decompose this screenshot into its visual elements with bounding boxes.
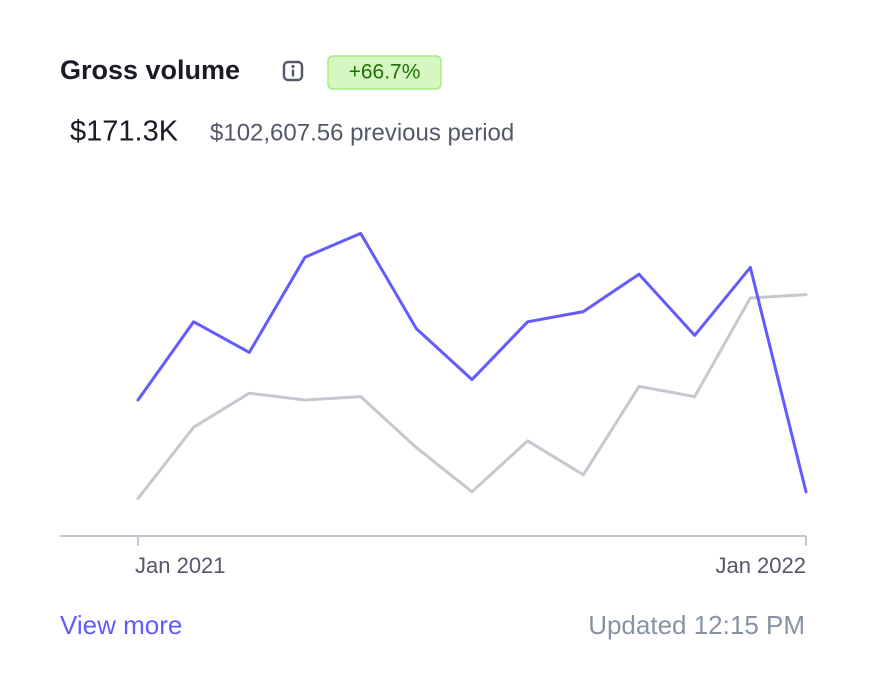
series-line bbox=[136, 231, 808, 494]
x-tick-label: Jan 2022 bbox=[715, 553, 806, 578]
change-badge bbox=[327, 55, 442, 90]
chart-title: Gross volume bbox=[60, 55, 240, 85]
info-icon-dot bbox=[291, 64, 295, 69]
x-tick-label: Jan 2021 bbox=[135, 553, 226, 578]
change-label: +66.7% bbox=[349, 61, 421, 84]
updated-time: Updated 12:15 PM bbox=[588, 610, 805, 640]
info-icon-frame bbox=[282, 60, 304, 82]
series-line bbox=[136, 293, 808, 501]
info-icon[interactable] bbox=[282, 60, 304, 82]
view-more-link[interactable]: View more bbox=[60, 610, 182, 640]
total-value: $171.3K bbox=[70, 116, 179, 148]
comparison: $102,607.56 previous period bbox=[210, 119, 514, 146]
info-icon-bar bbox=[291, 69, 295, 77]
